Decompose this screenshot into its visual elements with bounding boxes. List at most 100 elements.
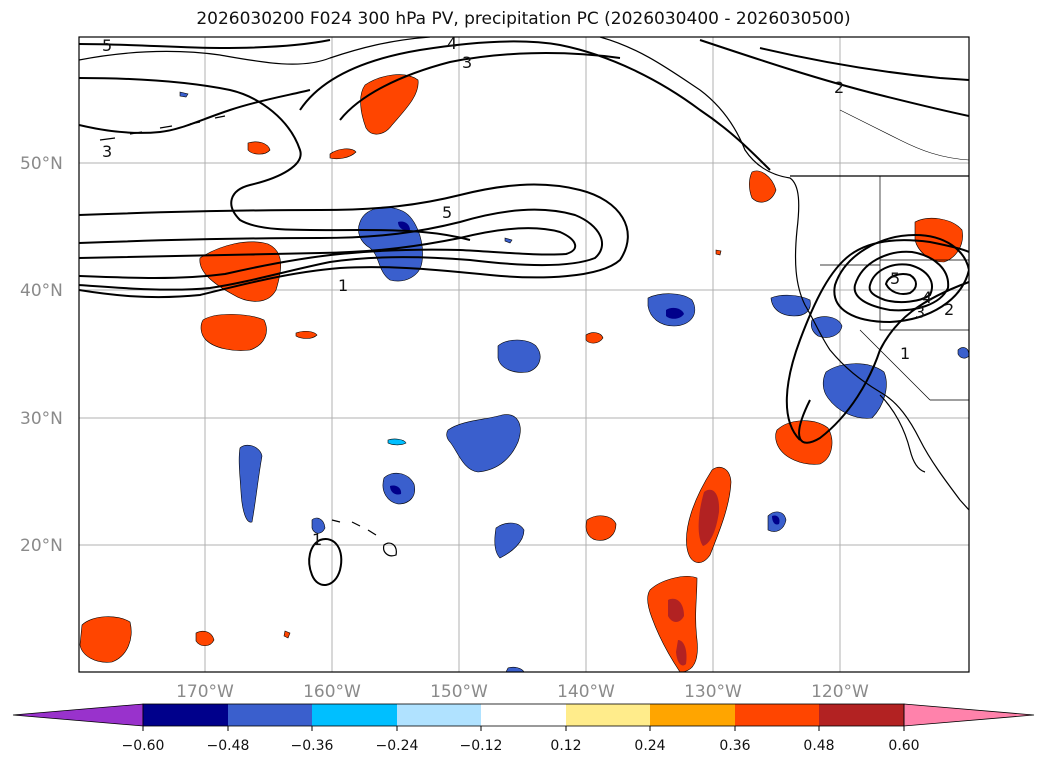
precip-pos-blob (749, 170, 777, 203)
precip-pos-blob (200, 314, 267, 351)
pv-contour-1-east (759, 47, 969, 81)
precip-pos-blob (283, 630, 291, 639)
precip-pos-blob (79, 616, 132, 663)
colorbar-tick-label: 0.12 (550, 738, 581, 754)
precip-pos-blob (585, 332, 604, 344)
precip-pos-blob (360, 74, 419, 135)
colorbar-tick-label: −0.48 (207, 738, 250, 754)
map-title: 2026030200 F024 300 hPa PV, precipitatio… (196, 9, 851, 29)
pv-label: 2 (944, 300, 954, 319)
pv-label: 4 (922, 288, 932, 307)
colorbar-tick-label: 0.48 (803, 738, 834, 754)
lon-label-130w: 130°W (684, 682, 742, 702)
colorbar-segment (819, 704, 904, 726)
pv-label: 4 (447, 34, 457, 53)
state-borders (820, 176, 969, 401)
precip-neg-blob (238, 444, 263, 523)
precip-neg-blob (179, 91, 189, 98)
precip-neg-blob (505, 666, 525, 672)
colorbar-tick-label: −0.12 (460, 738, 503, 754)
precip-neg-blob (494, 522, 525, 559)
pv-label: 5 (102, 36, 112, 55)
lat-label-20n: 20°N (20, 536, 63, 556)
precip-neg-core (390, 485, 402, 495)
pv-label: 3 (915, 303, 925, 322)
lon-label-120w: 120°W (811, 682, 869, 702)
colorbar-extend-low (12, 703, 144, 727)
colorbar-segment (481, 704, 566, 726)
pv-contour-labels: 5 3 4 3 2 5 1 5 4 3 2 1 1 (102, 34, 954, 549)
precip-neg-blob (311, 517, 326, 534)
precip-neg-blob (497, 339, 541, 373)
pv-contours (79, 39, 969, 586)
colorbar: −0.60 −0.48 −0.36 −0.24 −0.12 0.12 0.24 … (12, 703, 1035, 754)
longitude-labels: 170°W 160°W 150°W 140°W 130°W 120°W (176, 682, 869, 702)
pv-contour-cutoff-5 (884, 273, 917, 295)
precip-pos-blob (329, 148, 357, 160)
graticule (79, 37, 969, 672)
pv-contour-hawaii (308, 538, 343, 586)
precip-neg-blob (387, 438, 407, 446)
coastline-alaska (79, 37, 431, 65)
colorbar-segment (228, 704, 312, 726)
precip-pos-core (676, 640, 687, 666)
colorbar-segment (735, 704, 819, 726)
colorbar-tick-label: 0.60 (888, 738, 919, 754)
coastline-nw-america (599, 37, 969, 511)
pv-contour-3-big-trough (299, 40, 771, 171)
colorbar-segment (143, 704, 228, 726)
colorbar-tick-marks (142, 726, 905, 731)
colorbar-tick-label: −0.24 (376, 738, 419, 754)
precip-pos-core (698, 489, 720, 546)
coastline-inland (839, 109, 969, 161)
pv-contour-low-1 (785, 239, 969, 441)
pv-jet-outer (79, 183, 629, 299)
pv-label: 1 (900, 344, 910, 363)
pv-label: 5 (442, 203, 452, 222)
map-frame (78, 36, 970, 673)
colorbar-tick-label: 0.24 (634, 738, 665, 754)
pv-jet-inner (79, 227, 576, 279)
pv-contour-upper-loop (79, 77, 471, 241)
precip-neg-blob (822, 363, 887, 419)
precip-neg-blob (810, 316, 843, 338)
lon-label-150w: 150°W (430, 682, 488, 702)
lon-label-140w: 140°W (557, 682, 615, 702)
pv-label: 5 (890, 269, 900, 288)
precip-pos-blob (914, 217, 963, 263)
pv-jet-mid (79, 208, 604, 291)
lon-label-160w: 160°W (303, 682, 361, 702)
colorbar-tick-label: −0.36 (291, 738, 334, 754)
precip-neg-core (772, 515, 780, 525)
precip-neg-core (666, 307, 684, 319)
precip-pos-blob (247, 141, 271, 155)
coastline-hawaii (331, 519, 397, 557)
colorbar-segment (312, 704, 397, 726)
pv-contour-cutoff-4 (868, 263, 933, 304)
coastlines (79, 37, 969, 557)
precip-negative-areas (179, 91, 969, 672)
colorbar-extend-high (903, 703, 1035, 727)
precip-pos-core (668, 598, 684, 622)
lat-label-50n: 50°N (20, 154, 63, 174)
lat-label-30n: 30°N (20, 409, 63, 429)
colorbar-frame (142, 703, 905, 727)
precip-pos-blob (715, 249, 722, 256)
latitude-labels: 50°N 40°N 30°N 20°N (20, 154, 63, 556)
colorbar-tick-label: 0.36 (719, 738, 750, 754)
pv-label: 1 (338, 276, 348, 295)
precip-pos-blob (195, 630, 215, 647)
colorbar-tick-label: −0.60 (122, 738, 165, 754)
precip-pos-blob (585, 515, 617, 541)
pv-label: 3 (462, 53, 472, 72)
pv-contour-4-trough (339, 52, 621, 121)
precip-neg-blob (446, 414, 521, 473)
coastline-baja (879, 394, 926, 473)
lon-label-170w: 170°W (176, 682, 234, 702)
pv-contour-low-outer (798, 281, 969, 444)
pv-contour-cutoff-3 (853, 250, 950, 312)
pv-contour-2-east (699, 39, 969, 117)
precip-pos-blob (295, 330, 318, 339)
precip-neg-blob (957, 347, 969, 359)
